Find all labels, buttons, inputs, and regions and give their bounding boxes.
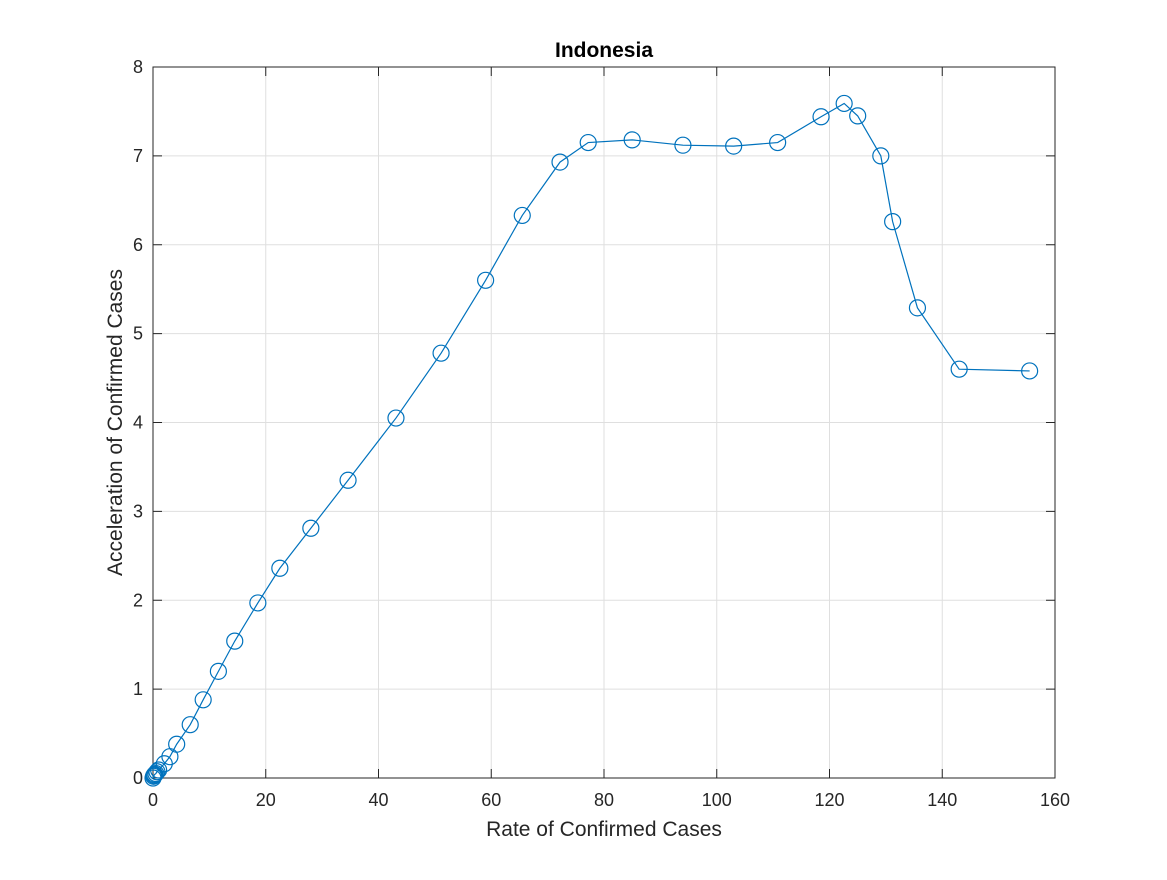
x-tick-labels: 0 20 40 60 80 100 120 140 160 xyxy=(148,790,1070,810)
data-point xyxy=(674,136,692,154)
data-point xyxy=(1021,362,1039,380)
data-point xyxy=(513,206,531,225)
y-tick-label: 8 xyxy=(133,57,143,77)
data-point xyxy=(194,691,212,709)
x-tick-label: 60 xyxy=(481,790,501,810)
series-line xyxy=(152,102,1030,779)
data-point xyxy=(209,662,227,680)
data-point xyxy=(387,409,405,427)
data-point xyxy=(835,94,853,113)
data-point xyxy=(769,133,787,152)
x-tick-label: 120 xyxy=(814,790,844,810)
data-point xyxy=(181,716,199,734)
y-axis-label: Acceleration of Confirmed Cases xyxy=(104,269,127,576)
data-point xyxy=(812,108,830,126)
data-point xyxy=(551,153,569,171)
y-tick-label: 1 xyxy=(133,679,143,699)
y-tick-label: 3 xyxy=(133,501,143,521)
data-point xyxy=(579,133,597,152)
y-tick-labels: 0 1 2 3 4 5 6 7 8 xyxy=(133,57,143,788)
data-point xyxy=(950,360,968,378)
data-point xyxy=(872,147,890,165)
y-tick-label: 5 xyxy=(133,324,143,344)
data-point xyxy=(908,299,927,317)
x-tick-label: 40 xyxy=(368,790,388,810)
data-point xyxy=(271,559,289,577)
data-point xyxy=(623,131,641,149)
data-point xyxy=(884,213,902,231)
x-tick-label: 20 xyxy=(256,790,276,810)
x-tick-label: 100 xyxy=(702,790,732,810)
y-tick-label: 4 xyxy=(133,413,143,433)
x-tick-label: 80 xyxy=(594,790,614,810)
data-point xyxy=(477,271,495,289)
data-point xyxy=(168,735,186,753)
y-tick-label: 2 xyxy=(133,590,143,610)
data-point xyxy=(849,107,867,125)
x-axis-label: Rate of Confirmed Cases xyxy=(486,818,722,841)
data-point xyxy=(249,594,267,612)
data-point xyxy=(302,519,320,537)
data-point xyxy=(725,137,743,155)
data-point xyxy=(339,471,357,489)
data-point xyxy=(146,765,164,784)
y-tick-label: 0 xyxy=(133,768,143,788)
data-point xyxy=(147,764,165,783)
series xyxy=(144,94,1039,787)
x-tick-label: 160 xyxy=(1040,790,1070,810)
x-tick-label: 140 xyxy=(927,790,957,810)
data-point xyxy=(150,761,168,779)
y-tick-label: 6 xyxy=(133,235,143,255)
data-point xyxy=(432,344,450,362)
grid xyxy=(152,66,1056,779)
data-point xyxy=(226,632,244,650)
x-tick-label: 0 xyxy=(148,790,158,810)
chart-title: Indonesia xyxy=(555,39,653,62)
y-tick-label: 7 xyxy=(133,146,143,166)
